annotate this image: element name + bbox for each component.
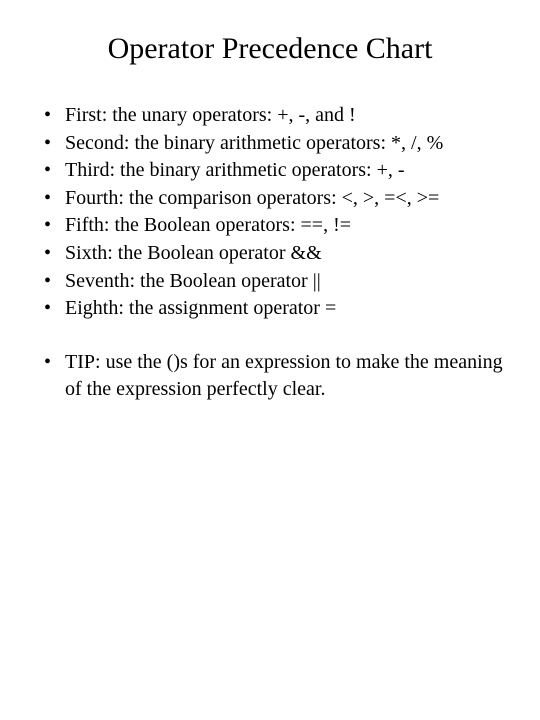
- list-item-text: Fourth: the comparison operators: <, >, …: [65, 185, 504, 213]
- list-item: • Third: the binary arithmetic operators…: [36, 157, 504, 185]
- list-item: • Fourth: the comparison operators: <, >…: [36, 185, 504, 213]
- slide-container: Operator Precedence Chart • First: the u…: [0, 0, 540, 428]
- list-item-text: TIP: use the ()s for an expression to ma…: [65, 349, 504, 404]
- list-item: • Eighth: the assignment operator =: [36, 295, 504, 323]
- list-item-text: Eighth: the assignment operator =: [65, 295, 504, 323]
- list-item-text: First: the unary operators: +, -, and !: [65, 102, 504, 130]
- list-item: • First: the unary operators: +, -, and …: [36, 102, 504, 130]
- list-item-text: Second: the binary arithmetic operators:…: [65, 130, 504, 158]
- slide-title: Operator Precedence Chart: [36, 24, 504, 66]
- bullet-icon: •: [44, 185, 51, 213]
- list-item-text: Sixth: the Boolean operator &&: [65, 240, 504, 268]
- bullet-icon: •: [44, 240, 51, 268]
- tip-list: • TIP: use the ()s for an expression to …: [36, 349, 504, 404]
- list-item: • Sixth: the Boolean operator &&: [36, 240, 504, 268]
- list-item: • Second: the binary arithmetic operator…: [36, 130, 504, 158]
- bullet-icon: •: [44, 268, 51, 296]
- list-item-text: Fifth: the Boolean operators: ==, !=: [65, 212, 504, 240]
- bullet-icon: •: [44, 212, 51, 240]
- list-item-text: Seventh: the Boolean operator ||: [65, 268, 504, 296]
- bullet-icon: •: [44, 130, 51, 158]
- list-item-text: Third: the binary arithmetic operators: …: [65, 157, 504, 185]
- list-item: • Seventh: the Boolean operator ||: [36, 268, 504, 296]
- bullet-icon: •: [44, 349, 51, 404]
- bullet-icon: •: [44, 295, 51, 323]
- list-item: • TIP: use the ()s for an expression to …: [36, 349, 504, 404]
- bullet-icon: •: [44, 102, 51, 130]
- spacer: [36, 323, 504, 349]
- precedence-list: • First: the unary operators: +, -, and …: [36, 102, 504, 323]
- bullet-icon: •: [44, 157, 51, 185]
- list-item: • Fifth: the Boolean operators: ==, !=: [36, 212, 504, 240]
